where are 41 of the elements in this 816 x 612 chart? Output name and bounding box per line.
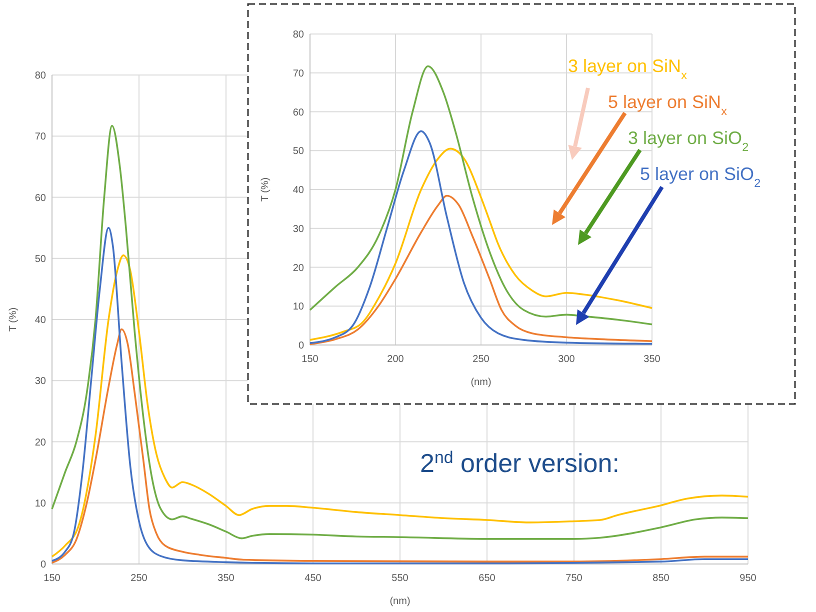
- text: 3 layer on SiO$_{2}$: [628, 128, 749, 154]
- x-tick-label: 950: [740, 573, 757, 584]
- y-tick-label: 20: [292, 262, 304, 274]
- x-tick-label: 750: [566, 573, 583, 584]
- y-tick-label: 40: [292, 185, 304, 196]
- x-axis-title: (nm): [390, 596, 410, 607]
- x-axis-title: (nm): [470, 377, 492, 388]
- y-tick-label: 30: [292, 224, 304, 235]
- y-tick-label: 60: [292, 107, 304, 118]
- x-tick-label: 650: [478, 573, 496, 584]
- y-axis-title: T (%): [8, 307, 19, 332]
- x-tick-label: 550: [392, 573, 409, 584]
- text: 5 layer on SiO$_{2}$: [640, 164, 761, 190]
- y-tick-label: 0: [298, 340, 304, 352]
- y-tick-label: 30: [34, 376, 46, 388]
- y-tick-label: 50: [292, 146, 304, 158]
- text: 5 layer on SiN$_{x}$: [608, 92, 728, 118]
- y-tick-label: 70: [292, 68, 304, 80]
- y-tick-label: 0: [40, 560, 46, 570]
- x-tick-label: 300: [558, 354, 576, 365]
- x-tick-label: 350: [218, 573, 235, 584]
- x-tick-label: 350: [644, 354, 661, 365]
- y-tick-label: 70: [34, 132, 46, 143]
- y-tick-label: 50: [34, 254, 46, 265]
- annotation: 2$^{nd}$ order version:: [420, 448, 620, 478]
- x-tick-label: 850: [652, 573, 670, 584]
- x-tick-label: 200: [387, 354, 404, 365]
- x-tick-label: 150: [302, 354, 319, 365]
- x-tick-label: 450: [304, 573, 322, 584]
- y-tick-label: 40: [34, 315, 46, 326]
- y-tick-label: 10: [292, 302, 304, 313]
- x-tick-label: 250: [130, 573, 148, 584]
- y-tick-label: 80: [34, 70, 46, 82]
- x-tick-label: 250: [472, 354, 490, 365]
- y-tick-label: 80: [292, 30, 304, 40]
- y-tick-label: 10: [34, 498, 46, 510]
- x-tick-label: 150: [44, 573, 61, 584]
- text: 3 layer on SiN$_{x}$: [568, 56, 688, 82]
- y-axis-title: T (%): [260, 177, 271, 202]
- y-tick-label: 60: [34, 192, 46, 204]
- y-tick-label: 20: [34, 437, 46, 448]
